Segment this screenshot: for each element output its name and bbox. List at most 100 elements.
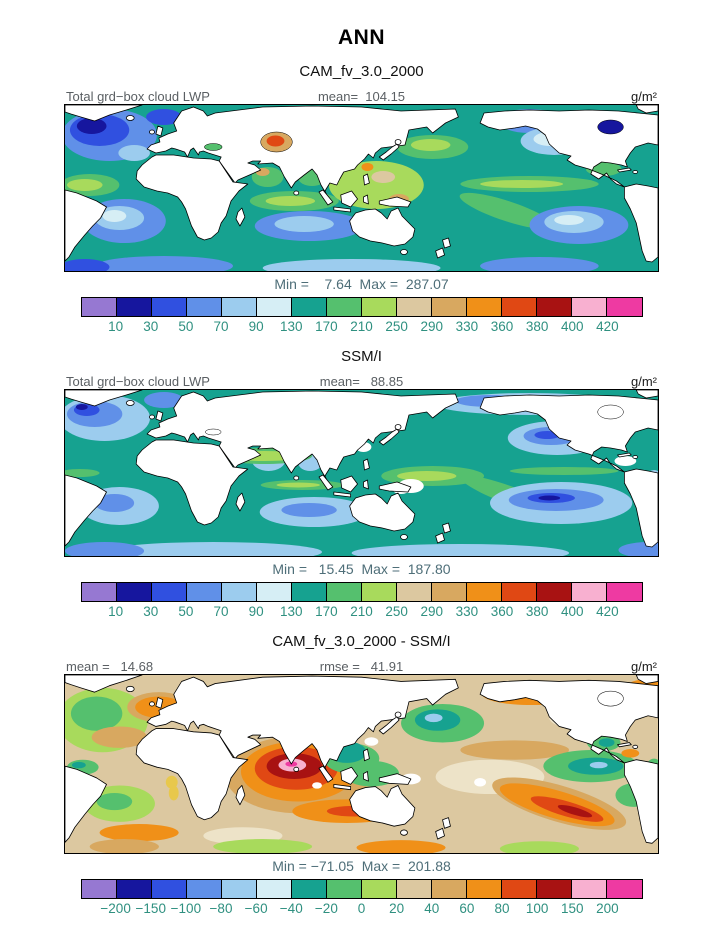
colorbar-color-box (255, 582, 292, 602)
colorbar-color-box (325, 582, 362, 602)
colorbar-tick-label: 200 (596, 901, 619, 916)
colorbar-color-box (606, 297, 643, 317)
colorbar-tick-label: 170 (315, 319, 338, 334)
colorbar-tick-label: 330 (455, 604, 479, 619)
colorbar-tick-label: 0 (357, 901, 366, 916)
colorbar-tick-label: −200 (100, 901, 131, 916)
colorbar-tick-label: 330 (455, 319, 479, 334)
colorbar-color-box (501, 879, 538, 899)
colorbar-tick-label: 420 (596, 319, 619, 334)
colorbar-tick-label: 380 (525, 319, 549, 334)
colorbar-tick-label: 360 (490, 604, 514, 619)
inland-seas (597, 690, 624, 707)
colorbar-color-box (536, 297, 573, 317)
colorbar-color-box (396, 879, 433, 899)
colorbar-tick-label: 30 (143, 604, 159, 619)
colorbar-tick-label: 60 (459, 901, 475, 916)
colorbar-color-box (361, 879, 398, 899)
colorbar-tick-label: 290 (420, 604, 444, 619)
units-label: g/m² (631, 374, 657, 389)
colorbar-tick-row: 10 30 50 70 90 130 170 210 250 290 330 360 380 400 420 (81, 604, 643, 620)
colorbar-tick-label: 250 (385, 319, 408, 334)
colorbar-color-box (536, 582, 573, 602)
colorbar-tick-label: 90 (248, 604, 264, 619)
panel-diff-header: mean = 14.68 rmse = 41.91 g/m² (64, 657, 659, 674)
colorbar-tick-label: 210 (350, 604, 373, 619)
colorbar-tick-label: 70 (213, 319, 229, 334)
inland-seas (205, 404, 624, 436)
units-label: g/m² (631, 89, 657, 104)
panel-diff-subtitle: CAM_fv_3.0_2000 - SSM/I (272, 633, 451, 650)
colorbar-color-box (290, 582, 327, 602)
colorbar-color-box (80, 879, 117, 899)
colorbar-color-box (571, 582, 608, 602)
map-ssmi-svg (65, 390, 658, 556)
colorbar-tick-label: 100 (525, 901, 549, 916)
colorbar-color-box (290, 879, 327, 899)
colorbar-tick-label: −100 (170, 901, 202, 916)
map-ssmi (64, 389, 659, 557)
colorbar-color-box (361, 297, 398, 317)
colorbar-tick-label: 10 (108, 319, 124, 334)
panel-cam-subtitle: CAM_fv_3.0_2000 (299, 63, 424, 80)
map-diff-svg (65, 675, 658, 853)
mean-label: mean= 104.15 (317, 89, 406, 104)
colorbar-color-box (396, 297, 433, 317)
colorbar-tick-label: −40 (279, 901, 303, 916)
colorbar-tick-label: 400 (560, 319, 584, 334)
colorbar-tick-label: 290 (420, 319, 444, 334)
colorbar-color-box (606, 582, 643, 602)
panel-ssmi-subtitle: SSM/I (341, 348, 382, 365)
colorbar-tick-label: 50 (178, 319, 194, 334)
colorbar-color-box (185, 297, 222, 317)
contour-blobs (65, 392, 658, 556)
minmax-label: Min = 7.64 Max = 287.07 (274, 276, 449, 292)
colorbar-color-box (255, 297, 292, 317)
colorbar-color-box (220, 297, 257, 317)
colorbar-color-box (396, 582, 433, 602)
colorbar-color-box (255, 879, 292, 899)
rmse-label: rmse = 41.91 (319, 659, 404, 674)
colorbar-diff: −200 −150 −100 −80 −60 −40 −20 0 20 40 60 80 100 150 2… (80, 879, 643, 917)
colorbar-color-box (431, 297, 468, 317)
colorbar-color-box (466, 582, 503, 602)
colorbar-color-box (431, 582, 468, 602)
colorbar-color-box (606, 879, 643, 899)
colorbar-color-box (466, 879, 503, 899)
colorbar-color-box (571, 297, 608, 317)
colorbar-color-box (115, 879, 152, 899)
colorbar-tick-label: 130 (279, 604, 303, 619)
colorbar-color-box (80, 582, 117, 602)
map-cam-svg (65, 105, 658, 271)
colorbar-color-box (536, 879, 573, 899)
colorbar-color-box (220, 879, 257, 899)
colorbar-tick-label: 20 (389, 901, 405, 916)
colorbar-tick-label: −20 (314, 901, 338, 916)
colorbar-color-box (325, 879, 362, 899)
colorbar-tick-label: 210 (350, 319, 373, 334)
colorbar-color-box (150, 879, 187, 899)
colorbar-color-box (501, 297, 538, 317)
colorbar-color-box (290, 297, 327, 317)
map-cam (64, 104, 659, 272)
colorbar-tick-label: 170 (315, 604, 338, 619)
colorbar-tick-label: 30 (143, 319, 159, 334)
inland-seas (204, 119, 624, 153)
colorbar-color-box (115, 297, 152, 317)
colorbar-tick-label: 360 (490, 319, 514, 334)
colorbar-tick-row: −200 −150 −100 −80 −60 −40 −20 0 20 40 60 80 100 150 2… (81, 901, 643, 917)
colorbar-tick-label: 420 (596, 604, 619, 619)
colorbar-color-box (361, 582, 398, 602)
colorbar-tick-label: 380 (525, 604, 549, 619)
colorbar-color-box (150, 582, 187, 602)
colorbar-color-box (431, 879, 468, 899)
main-title: ANN (338, 26, 385, 49)
colorbar-tick-label: −60 (244, 901, 268, 916)
panel-cam-header: Total grd−box cloud LWP mean= 104.15 g/m… (64, 87, 659, 104)
colorbar-tick-label: 40 (424, 901, 440, 916)
colorbar-color-box (571, 879, 608, 899)
colorbar-tick-label: 150 (560, 901, 584, 916)
mean-label: mean = 14.68 (66, 659, 154, 674)
minmax-label: Min = −71.05 Max = 201.88 (272, 858, 451, 874)
colorbar-boxes (80, 297, 643, 317)
